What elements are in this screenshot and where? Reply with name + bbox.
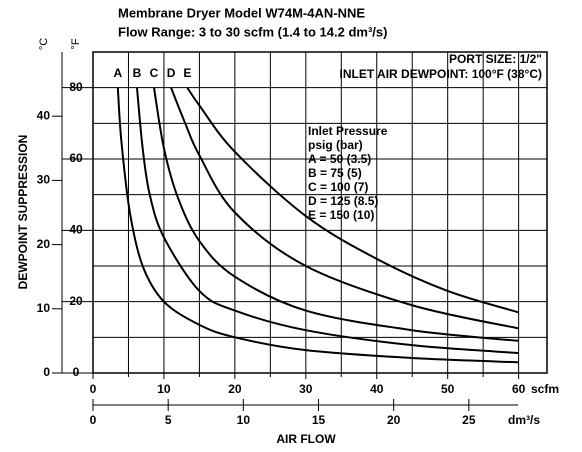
series-label: C	[150, 66, 159, 80]
y2-tick-label: 30	[37, 173, 51, 187]
x2-tick-label: 15	[312, 413, 326, 427]
y-tick-label: 40	[69, 223, 83, 237]
x-tick-label: 0	[90, 382, 97, 396]
legend-title: psig (bar)	[308, 138, 363, 152]
x2-tick-label: 25	[462, 413, 476, 427]
y-tick-label: 20	[69, 294, 83, 308]
x-tick-label: 60	[512, 382, 526, 396]
y2-unit: °C	[38, 38, 50, 50]
annotation: INLET AIR DEWPOINT: 100°F (38°C)	[339, 67, 542, 81]
x2-tick-label: 5	[165, 413, 172, 427]
series-label: D	[167, 66, 176, 80]
x-tick-label: 50	[441, 382, 455, 396]
line-series	[170, 87, 519, 330]
x-tick-label: 40	[370, 382, 384, 396]
chart-subtitle: Flow Range: 3 to 30 scfm (1.4 to 14.2 dm…	[118, 24, 387, 39]
line-series	[135, 87, 519, 355]
legend-entry: B = 75 (5)	[308, 166, 362, 180]
line-series	[186, 87, 519, 314]
y-tick-label: 80	[69, 80, 83, 94]
y2-tick-label: 0	[43, 365, 50, 379]
series-label: A	[113, 66, 122, 80]
x2-tick-label: 20	[387, 413, 401, 427]
legend-title: Inlet Pressure	[308, 124, 388, 138]
line-series	[153, 87, 519, 342]
legend-entry: A = 50 (3.5)	[308, 152, 371, 166]
y-tick-label: 60	[69, 151, 83, 165]
chart-title: Membrane Dryer Model W74M-4AN-NNE	[118, 5, 365, 20]
x2-unit: dm³/s	[508, 413, 540, 427]
y2-tick-label: 20	[37, 237, 51, 251]
y2-tick-label: 40	[37, 108, 51, 122]
y-tick-label: 0	[73, 365, 80, 379]
line-series	[116, 87, 519, 364]
x-tick-label: 10	[157, 382, 171, 396]
x-axis-label: AIR FLOW	[276, 432, 336, 446]
x2-tick-label: 0	[90, 413, 97, 427]
x2-tick-label: 10	[237, 413, 251, 427]
x-unit: scfm	[531, 382, 559, 396]
x-tick-label: 30	[299, 382, 313, 396]
y-unit: °F	[70, 38, 82, 49]
x-tick-label: 20	[228, 382, 242, 396]
annotation: PORT SIZE: 1/2"	[449, 52, 542, 66]
series-label: E	[183, 66, 191, 80]
legend-entry: D = 125 (8.5)	[308, 194, 378, 208]
legend-entry: C = 100 (7)	[308, 180, 368, 194]
legend-entry: E = 150 (10)	[308, 208, 374, 222]
y-axis-label: DEWPOINT SUPPRESSION	[16, 135, 30, 290]
series-label: B	[133, 66, 142, 80]
y2-tick-label: 10	[37, 301, 51, 315]
